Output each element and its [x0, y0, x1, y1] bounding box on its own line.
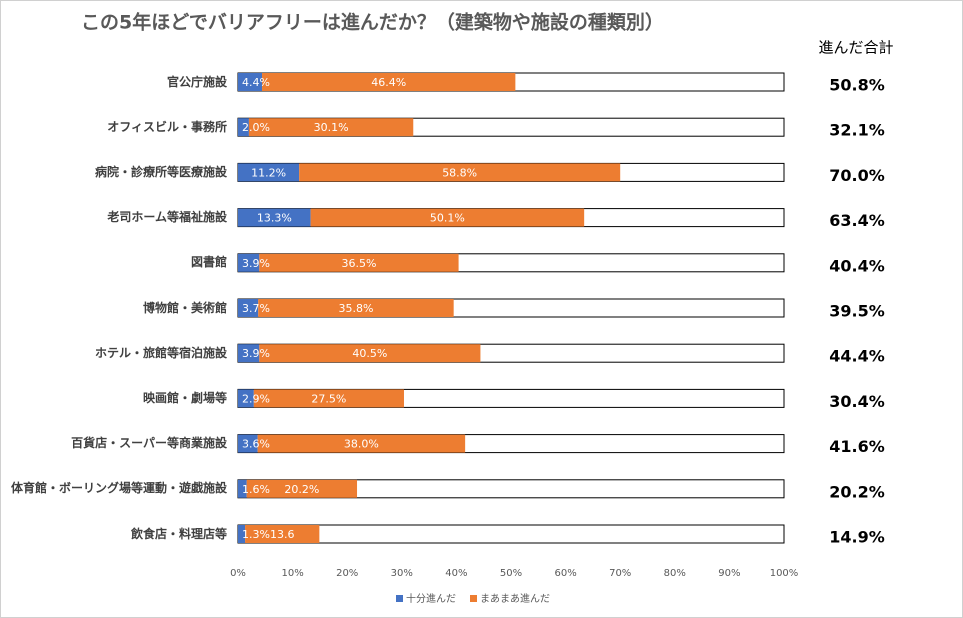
legend-label: 十分進んだ — [406, 592, 456, 605]
value-label: 38.0% — [344, 438, 379, 451]
x-tick-label: 20% — [336, 568, 358, 579]
value-label: 2.9% — [242, 392, 270, 405]
x-tick-label: 50% — [500, 568, 522, 579]
category-label: 体育館・ボーリング場等運動・遊戯施設 — [10, 481, 227, 496]
bar-segment — [238, 389, 254, 408]
value-label: 40.5% — [352, 347, 387, 360]
bar-segment — [248, 118, 414, 137]
value-label: 1.3% — [242, 528, 270, 541]
x-tick-label: 100% — [770, 568, 799, 579]
total-label: 44.4% — [829, 347, 885, 366]
x-tick-label: 30% — [391, 568, 413, 579]
category-label: 老司ホーム等福祉施設 — [107, 210, 227, 225]
category-label: オフィスビル・事務所 — [107, 119, 227, 134]
x-tick-label: 70% — [609, 568, 631, 579]
bar-segment — [238, 299, 259, 317]
x-tick-label: 90% — [718, 568, 740, 579]
total-label: 39.5% — [829, 302, 885, 321]
total-label: 20.2% — [829, 482, 885, 501]
category-label: 映画館・劇場等 — [142, 390, 227, 405]
value-label: 3.6% — [242, 438, 270, 451]
value-label: 36.5% — [341, 257, 376, 270]
value-label: 2.0% — [242, 121, 270, 134]
bar-segment — [238, 344, 260, 363]
bar-segment — [238, 73, 263, 91]
x-tick-label: 10% — [281, 568, 303, 579]
bar-segment — [258, 299, 454, 317]
bar-track — [237, 524, 785, 544]
x-tick-label: 60% — [554, 568, 576, 579]
category-label: 博物館・美術館 — [142, 300, 227, 315]
value-label: 13.3% — [257, 212, 292, 225]
category-label: 病院・診療所等医療施設 — [94, 164, 227, 179]
bar-segment — [238, 118, 249, 137]
legend-label: まあまあ進んだ — [480, 593, 550, 605]
x-tick-label: 40% — [445, 568, 467, 579]
category-label: 飲食店・料理店等 — [130, 526, 227, 541]
total-label: 50.8% — [829, 76, 885, 95]
value-label: 46.4% — [371, 76, 406, 89]
bar-segment — [262, 73, 516, 91]
legend-swatch — [470, 595, 477, 602]
value-label: 4.4% — [242, 76, 270, 89]
bar-segment — [257, 434, 466, 453]
bar-segment — [238, 208, 311, 227]
x-tick-label: 0% — [230, 568, 246, 579]
totals-title: 進んだ合計 — [818, 39, 893, 57]
total-label: 30.4% — [829, 392, 885, 411]
bar-segment — [259, 344, 481, 363]
value-label: 20.2% — [284, 483, 319, 496]
value-label: 58.8% — [442, 166, 477, 179]
value-label: 30.1% — [314, 121, 349, 134]
bar-segment — [310, 208, 585, 227]
bar-segment — [238, 253, 260, 272]
total-label: 70.0% — [829, 166, 885, 185]
value-label: 3.9% — [242, 257, 270, 270]
total-label: 40.4% — [829, 256, 885, 275]
value-label: 11.2% — [251, 166, 286, 179]
value-label: 50.1% — [430, 212, 465, 225]
bar-segment — [299, 163, 621, 182]
category-label: ホテル・旅館等宿泊施設 — [94, 345, 227, 360]
bar-segment — [259, 253, 459, 272]
bar-segment — [238, 163, 300, 182]
value-label: 3.7% — [242, 302, 270, 315]
bar-segment — [238, 479, 247, 498]
bar-segment — [253, 389, 404, 408]
category-label: 百貨店・スーパー等商業施設 — [71, 436, 227, 451]
category-label: 図書館 — [190, 255, 227, 270]
category-label: 官公庁施設 — [166, 74, 227, 89]
chart-title: この5年ほどでバリアフリーは進んだか？（建築物や施設の種類別） — [81, 11, 664, 34]
value-label: 27.5% — [311, 392, 346, 405]
total-label: 32.1% — [829, 121, 885, 140]
value-label: 35.8% — [338, 302, 373, 315]
total-label: 41.6% — [829, 437, 885, 456]
x-tick-label: 80% — [664, 568, 686, 579]
legend-swatch — [396, 595, 403, 602]
value-label: 1.6% — [242, 483, 270, 496]
bar-segment — [245, 525, 320, 543]
total-label: 14.9% — [829, 528, 885, 547]
bar-segment — [246, 479, 358, 498]
bar-segment — [238, 434, 258, 453]
bar-segment — [238, 525, 246, 543]
total-label: 63.4% — [829, 211, 885, 230]
value-label: 13.6 — [270, 528, 295, 541]
value-label: 3.9% — [242, 347, 270, 360]
